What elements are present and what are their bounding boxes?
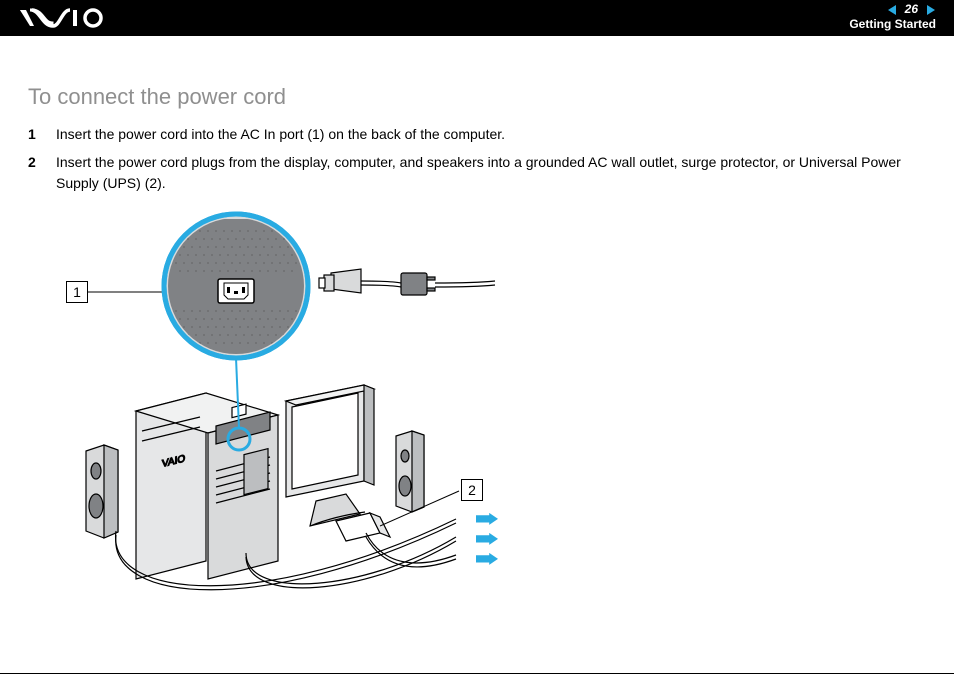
vaio-logo <box>18 6 118 35</box>
page-content: To connect the power cord Insert the pow… <box>0 36 954 631</box>
header-bar: 26 Getting Started <box>0 0 954 36</box>
connection-diagram: VAIO <box>66 211 546 631</box>
page-title: To connect the power cord <box>28 84 926 110</box>
header-right: 26 Getting Started <box>849 2 936 32</box>
page-number: 26 <box>905 2 918 17</box>
steps-list: Insert the power cord into the AC In por… <box>28 124 926 193</box>
step-item: Insert the power cord plugs from the dis… <box>28 152 926 193</box>
step-item: Insert the power cord into the AC In por… <box>28 124 926 144</box>
prev-page-arrow-icon[interactable] <box>887 4 899 16</box>
section-label: Getting Started <box>849 17 936 32</box>
page-nav: 26 <box>849 2 936 17</box>
next-page-arrow-icon[interactable] <box>924 4 936 16</box>
callout-label-2: 2 <box>461 479 483 501</box>
callout-label-1: 1 <box>66 281 88 303</box>
